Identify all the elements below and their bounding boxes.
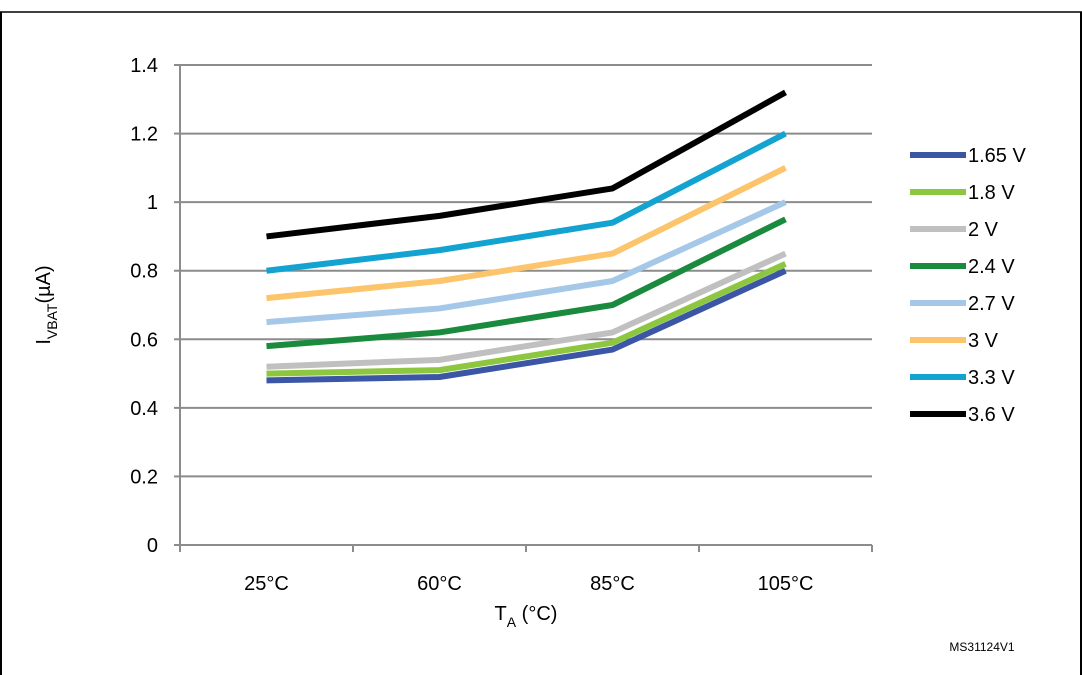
series-line — [266, 261, 787, 377]
figure-reference-id: MS31124V1 — [949, 640, 1014, 654]
series-line — [266, 165, 787, 302]
y-tick-label: 0.2 — [130, 466, 158, 488]
series-line — [266, 130, 787, 274]
x-axis-title: TA (°C) — [495, 603, 558, 630]
series-line — [266, 267, 787, 384]
legend-label: 3.3 V — [968, 367, 1015, 389]
x-tick-labels: 25°C 60°C 85°C 105°C — [244, 573, 813, 595]
y-tick-label: 0 — [147, 535, 158, 557]
x-tick-label: 60°C — [417, 573, 462, 595]
legend-label: 2.7 V — [968, 293, 1015, 315]
y-tick-label: 0.6 — [130, 329, 158, 351]
y-tick-labels: 0 0.2 0.4 0.6 0.8 1 1.2 1.4 — [130, 55, 158, 557]
legend-label: 2 V — [968, 219, 999, 241]
legend-label: 1.8 V — [968, 182, 1015, 204]
legend-label: 3.6 V — [968, 404, 1015, 426]
y-tick-label: 0.4 — [130, 398, 158, 420]
x-tick-label: 25°C — [244, 573, 289, 595]
legend-label: 1.65 V — [968, 145, 1026, 167]
y-axis-title: IVBAT(µA) — [33, 265, 60, 344]
y-tick-label: 1.4 — [130, 55, 158, 77]
y-tick-label: 1.2 — [130, 124, 158, 146]
y-tick-label: 0.8 — [130, 261, 158, 283]
series-line — [266, 199, 787, 326]
x-tick-label: 85°C — [590, 573, 635, 595]
series-lines — [266, 89, 787, 384]
gridlines — [180, 64, 872, 478]
axes — [174, 64, 873, 552]
series-line — [266, 89, 787, 240]
series-line — [266, 216, 787, 350]
legend: 1.65 V 1.8 V 2 V 2.4 V 2.7 V 3 V 3.3 V 3.6 V — [910, 145, 1026, 426]
legend-label: 3 V — [968, 330, 999, 352]
legend-label: 2.4 V — [968, 256, 1015, 278]
series-line — [266, 250, 787, 370]
y-tick-label: 1 — [147, 192, 158, 214]
x-tick-label: 105°C — [758, 573, 814, 595]
